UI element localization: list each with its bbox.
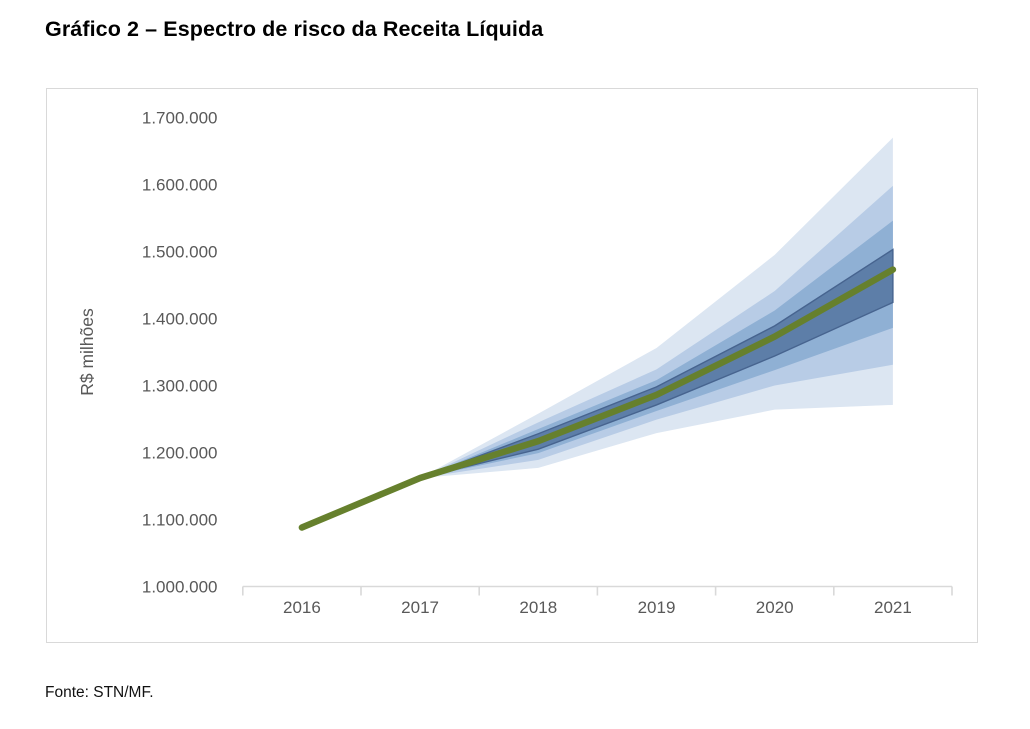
y-tick-label: 1.200.000 (142, 444, 218, 463)
y-tick-label: 1.600.000 (142, 176, 218, 195)
y-axis-title: R$ milhões (77, 308, 97, 396)
x-tick-label: 2017 (401, 598, 439, 617)
x-tick-label: 2019 (638, 598, 676, 617)
x-tick-label: 2016 (283, 598, 321, 617)
chart-title: Gráfico 2 – Espectro de risco da Receita… (45, 17, 544, 41)
x-tick-label: 2021 (874, 598, 912, 617)
y-tick-label: 1.500.000 (142, 243, 218, 262)
source-note: Fonte: STN/MF. (45, 684, 154, 701)
x-tick-label: 2018 (519, 598, 557, 617)
chart-frame: 2016 2017 2018 2019 2020 2021 1.000.000 1.100.0… (46, 88, 978, 643)
y-tick-label: 1.000.000 (142, 578, 218, 597)
y-tick-label: 1.700.000 (142, 109, 218, 128)
y-tick-label: 1.300.000 (142, 377, 218, 396)
x-tick-label: 2020 (756, 598, 794, 617)
band-innermost (419, 248, 894, 479)
fan-chart: 2016 2017 2018 2019 2020 2021 1.000.000 1.100.0… (77, 109, 953, 617)
band-inner-mid (420, 220, 893, 478)
y-tick-label: 1.400.000 (142, 310, 218, 329)
band-outermost (420, 137, 893, 478)
y-tick-label: 1.100.000 (142, 511, 218, 530)
central-line (298, 266, 897, 531)
